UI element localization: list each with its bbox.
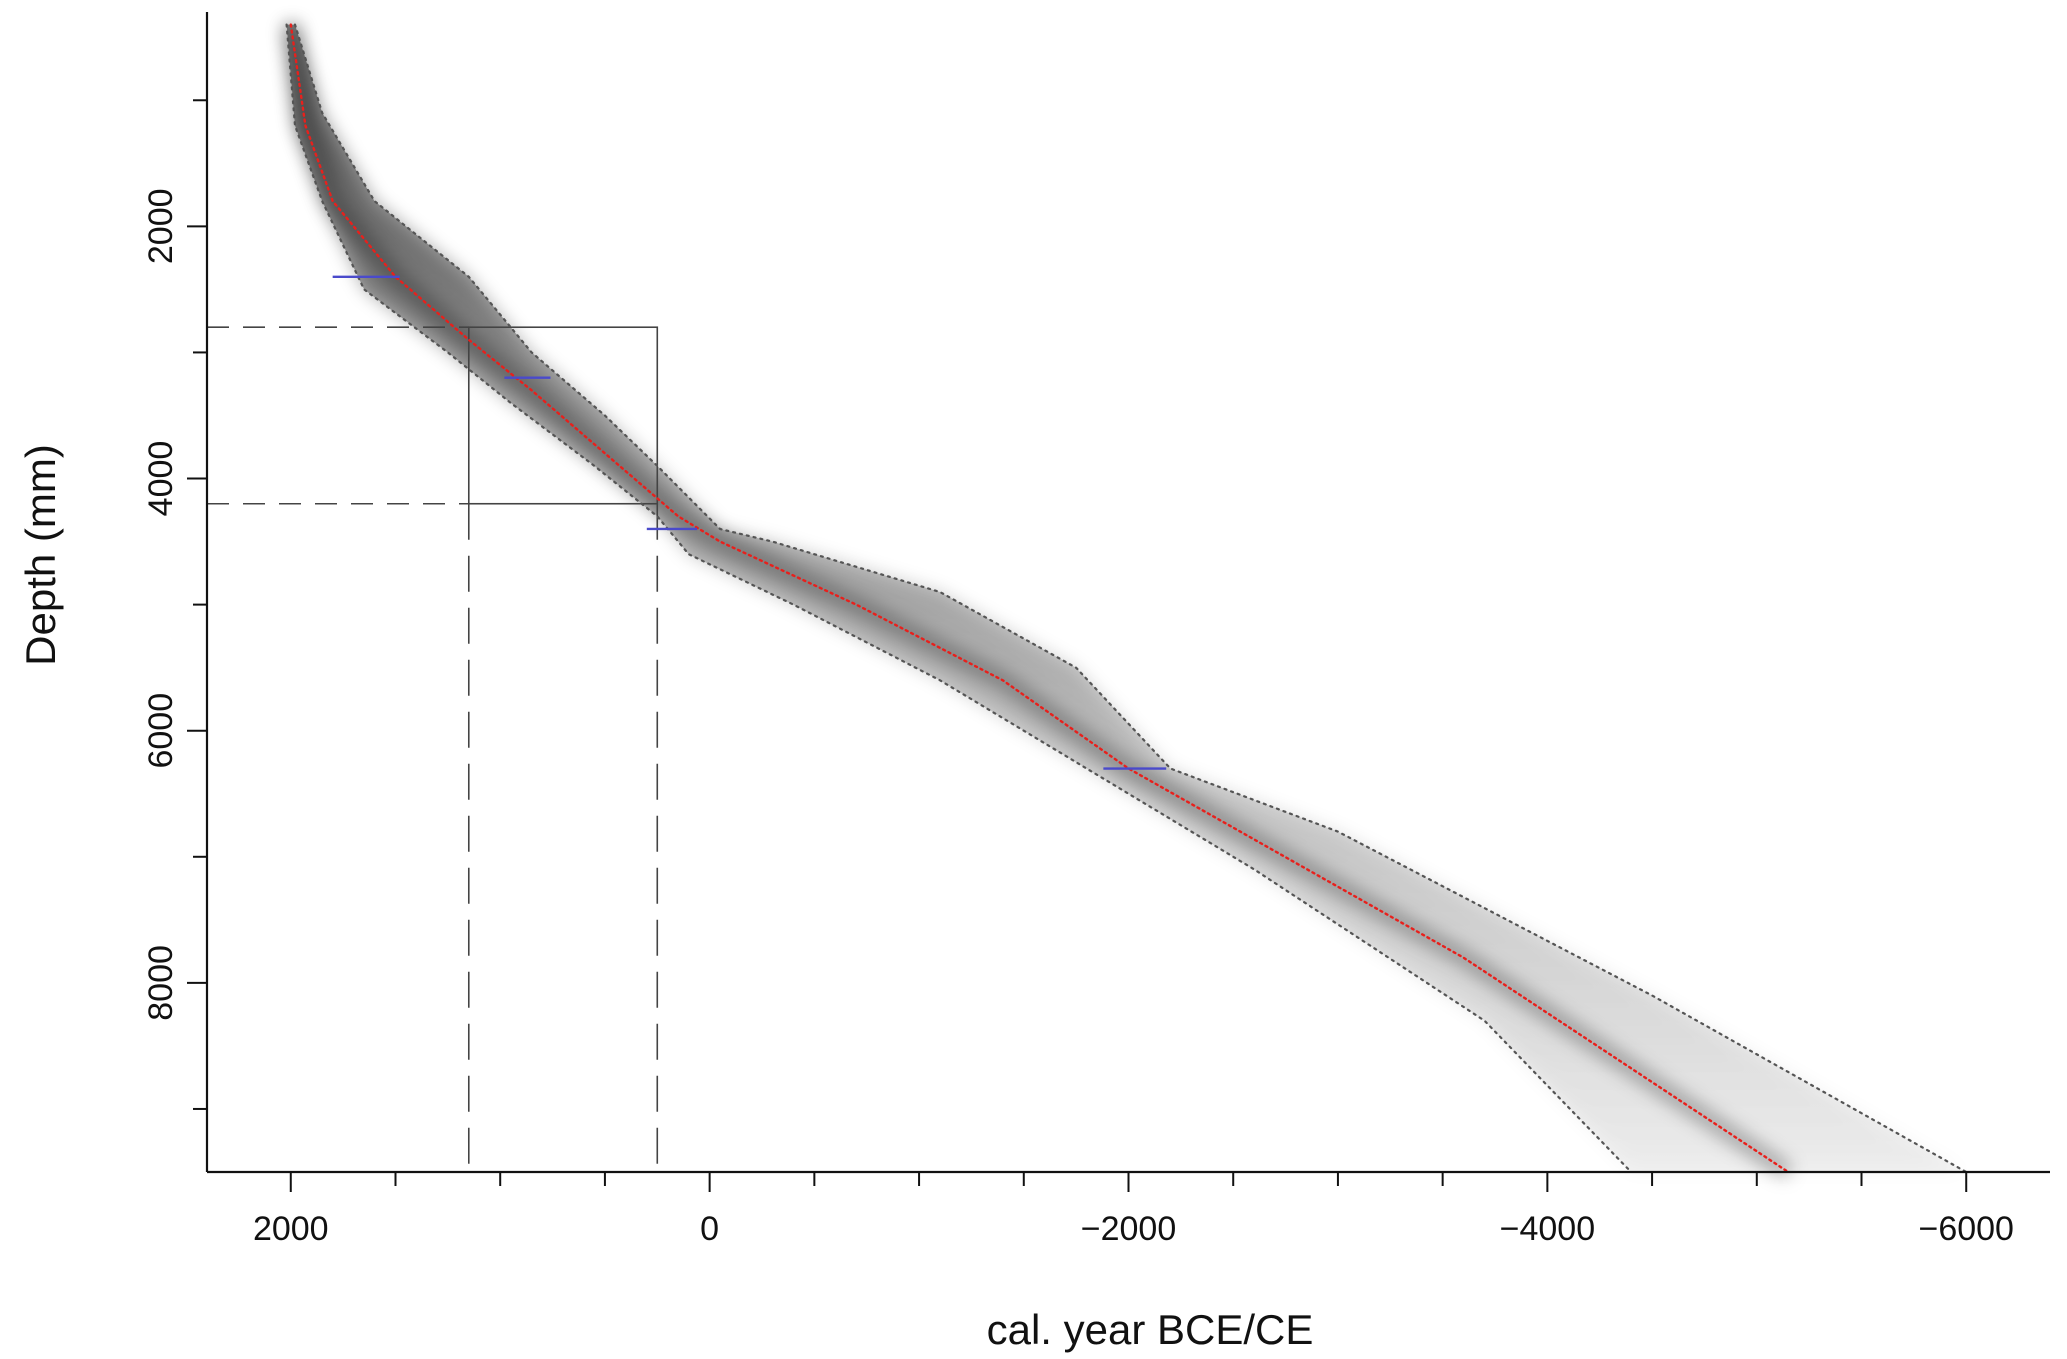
median-line [289,23,1790,1174]
x-tick-label: −2000 [1081,1210,1177,1248]
x-ticks: 2000 0 −2000 −4000 −6000 [253,1172,2014,1248]
x-tick-label: −4000 [1500,1210,1596,1248]
y-tick-label: 4000 [142,441,180,517]
x-axis-title: cal. year BCE/CE [987,1306,1314,1353]
axes [205,12,2050,1174]
y-axis-title: Depth (mm) [17,444,64,666]
highlight-box [467,326,659,505]
x-tick-label: −6000 [1918,1210,2014,1248]
uncertainty-envelope-halo [286,24,1967,1173]
y-ticks: 2000 4000 6000 8000 [142,99,207,1110]
x-tick-label: 0 [700,1210,719,1248]
x-tick-label: 2000 [253,1210,329,1248]
y-tick-label: 8000 [142,945,180,1021]
lower-bound-line [285,23,1633,1174]
upper-bound-line [293,23,1968,1174]
uncertainty-envelope [283,23,1967,1178]
y-tick-label: 6000 [142,693,180,769]
highlight-window [207,326,659,1172]
dated-levels [332,275,1167,770]
uncertainty-envelope-core [286,24,1967,1173]
y-tick-label: 2000 [142,188,180,264]
series-layer [285,23,1968,1174]
